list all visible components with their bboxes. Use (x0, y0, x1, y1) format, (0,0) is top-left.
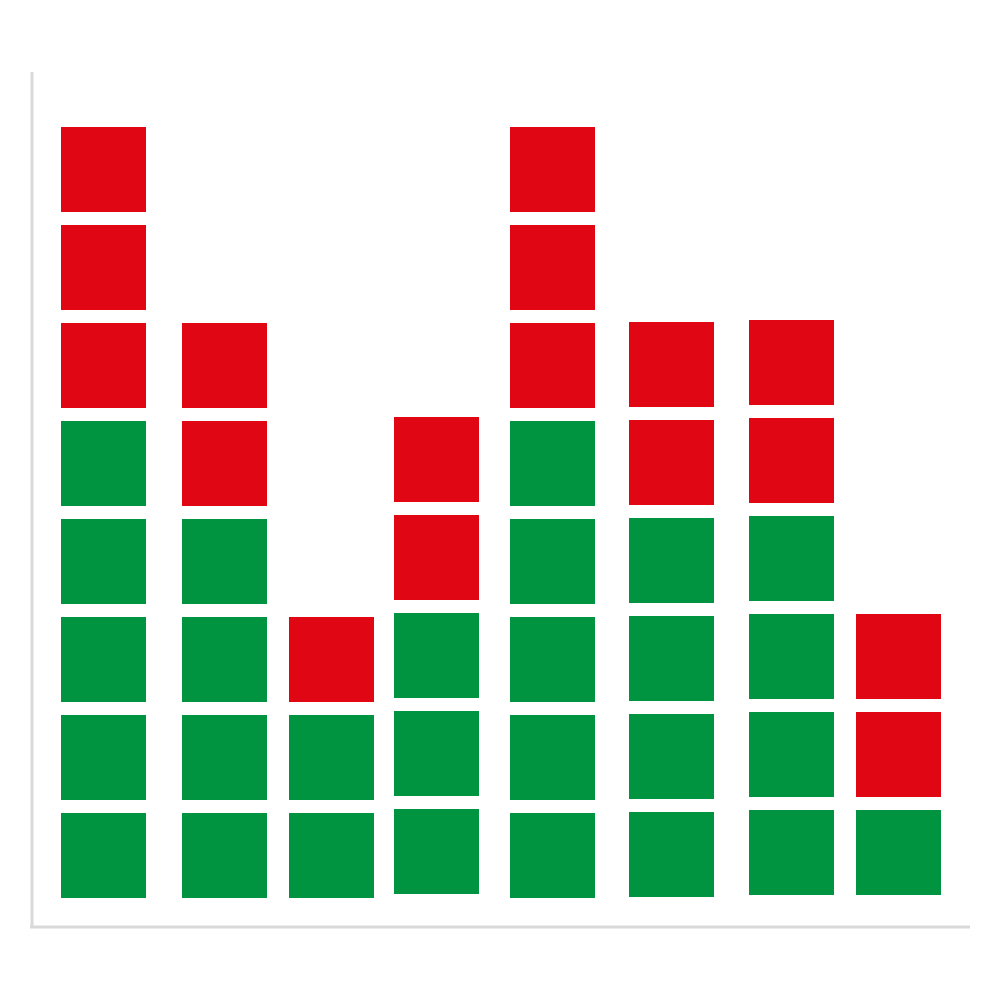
red-block-col3-3 (289, 617, 374, 702)
red-block-col8-2 (856, 712, 941, 797)
red-block-col2-5 (182, 421, 267, 506)
green-block-col8-1 (856, 810, 941, 895)
green-block-col2-4 (182, 519, 267, 604)
green-block-col2-1 (182, 813, 267, 898)
green-block-col7-2 (749, 712, 834, 797)
red-block-col7-5 (749, 418, 834, 503)
green-block-col4-3 (394, 613, 479, 698)
green-block-col6-2 (629, 714, 714, 799)
red-block-col5-6 (510, 323, 595, 408)
red-block-col2-6 (182, 323, 267, 408)
red-block-col6-6 (629, 322, 714, 407)
green-block-col7-3 (749, 614, 834, 699)
red-block-col1-6 (61, 323, 146, 408)
red-block-col8-3 (856, 614, 941, 699)
red-block-col5-8 (510, 127, 595, 212)
green-block-col4-2 (394, 711, 479, 796)
green-block-col1-3 (61, 617, 146, 702)
green-block-col1-1 (61, 813, 146, 898)
red-block-col1-8 (61, 127, 146, 212)
green-block-col2-2 (182, 715, 267, 800)
green-block-col2-3 (182, 617, 267, 702)
red-block-col4-4 (394, 515, 479, 600)
red-block-col1-7 (61, 225, 146, 310)
green-block-col6-3 (629, 616, 714, 701)
red-block-col5-7 (510, 225, 595, 310)
chart-marks (61, 127, 941, 898)
red-block-col4-5 (394, 417, 479, 502)
green-block-col4-1 (394, 809, 479, 894)
green-block-col5-1 (510, 813, 595, 898)
green-block-col5-5 (510, 421, 595, 506)
green-block-col3-1 (289, 813, 374, 898)
green-block-col1-5 (61, 421, 146, 506)
green-block-col7-1 (749, 810, 834, 895)
green-block-col6-1 (629, 812, 714, 897)
red-block-col6-5 (629, 420, 714, 505)
red-block-col7-6 (749, 320, 834, 405)
green-block-col5-4 (510, 519, 595, 604)
green-block-col3-2 (289, 715, 374, 800)
green-block-col1-2 (61, 715, 146, 800)
green-block-col6-4 (629, 518, 714, 603)
green-block-col5-2 (510, 715, 595, 800)
green-block-col7-4 (749, 516, 834, 601)
green-block-col5-3 (510, 617, 595, 702)
green-block-col1-4 (61, 519, 146, 604)
